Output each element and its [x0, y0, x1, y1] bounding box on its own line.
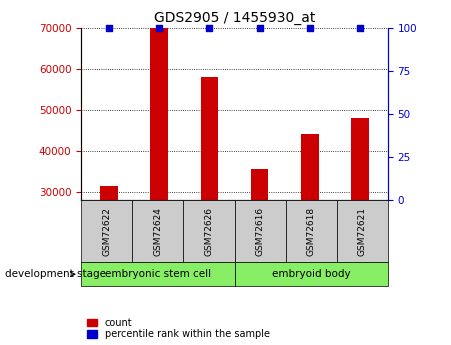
Point: [206, 25, 213, 30]
Text: embryoid body: embryoid body: [272, 269, 350, 279]
Point: [306, 25, 313, 30]
Bar: [351, 118, 369, 315]
Point: [256, 25, 263, 30]
Text: GSM72624: GSM72624: [153, 207, 162, 256]
Bar: [251, 169, 268, 315]
Bar: [201, 77, 218, 315]
Text: GSM72626: GSM72626: [204, 207, 213, 256]
Bar: [150, 28, 168, 315]
Text: GSM72621: GSM72621: [358, 207, 367, 256]
Point: [156, 25, 163, 30]
Text: GSM72618: GSM72618: [307, 207, 316, 256]
Text: development stage: development stage: [5, 269, 106, 279]
Point: [357, 25, 364, 30]
Title: GDS2905 / 1455930_at: GDS2905 / 1455930_at: [154, 11, 315, 25]
Point: [105, 25, 112, 30]
Text: GSM72616: GSM72616: [256, 207, 265, 256]
Text: GSM72622: GSM72622: [102, 207, 111, 256]
Bar: [301, 135, 319, 315]
Text: embryonic stem cell: embryonic stem cell: [105, 269, 211, 279]
Legend: count, percentile rank within the sample: count, percentile rank within the sample: [86, 317, 271, 340]
Bar: [100, 186, 118, 315]
